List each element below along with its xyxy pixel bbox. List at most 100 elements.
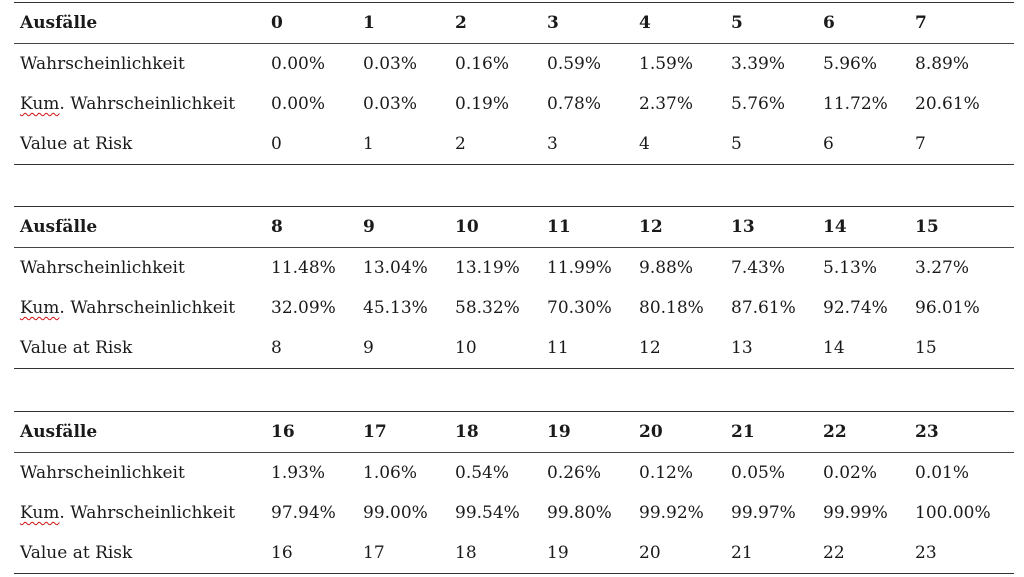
table-cell: 20 xyxy=(639,543,661,563)
spellcheck-word: Kum xyxy=(20,298,60,318)
table-cell: 12 xyxy=(639,217,663,237)
table-cell: 96.01% xyxy=(915,298,980,318)
table-cell: 0.19% xyxy=(455,94,510,114)
table-cell: 23 xyxy=(915,543,937,563)
row-label: Wahrscheinlichkeit xyxy=(20,54,185,74)
cumulative-probability-row: Kum. Wahrscheinlichkeit 97.94% 99.00% 99.54… xyxy=(14,493,1014,533)
table-cell: 12 xyxy=(639,338,661,358)
table-cell: 0.01% xyxy=(915,463,970,483)
table-cell: 100.00% xyxy=(915,503,991,523)
table-cell: 0.02% xyxy=(823,463,878,483)
table-cell: 9 xyxy=(363,338,374,358)
table-cell: 0.03% xyxy=(363,54,418,74)
table-cell: 10 xyxy=(455,338,477,358)
table-cell: 17 xyxy=(363,543,385,563)
table-cell: 0.12% xyxy=(639,463,694,483)
table-cell: 0.03% xyxy=(363,94,418,114)
table-cell: 99.92% xyxy=(639,503,704,523)
table-cell: 19 xyxy=(547,543,569,563)
table-cell: 2 xyxy=(455,13,467,33)
table-cell: 0.78% xyxy=(547,94,602,114)
row-label: Ausfälle xyxy=(20,422,98,442)
table-cell: 0.54% xyxy=(455,463,510,483)
table-cell: 14 xyxy=(823,338,845,358)
probability-row: Wahrscheinlichkeit 11.48% 13.04% 13.19% 11.9… xyxy=(14,248,1014,288)
table-cell: 0.00% xyxy=(271,54,326,74)
table-cell: 22 xyxy=(823,422,847,442)
table-cell: 5.13% xyxy=(823,258,878,278)
table-cell: 8.89% xyxy=(915,54,970,74)
header-row: Ausfälle 8 9 10 11 12 13 14 15 xyxy=(14,207,1014,248)
table-cell: 7.43% xyxy=(731,258,786,278)
row-label: Ausfälle xyxy=(20,13,98,33)
table-cell: 0 xyxy=(271,134,282,154)
table-cell: 0.00% xyxy=(271,94,326,114)
table-cell: 80.18% xyxy=(639,298,704,318)
row-label: Value at Risk xyxy=(20,338,133,358)
table-cell: 16 xyxy=(271,422,295,442)
table-cell: 2.37% xyxy=(639,94,694,114)
table-cell: 5 xyxy=(731,134,742,154)
table-cell: 1.06% xyxy=(363,463,418,483)
table-cell: 21 xyxy=(731,543,753,563)
spellcheck-word: Kum xyxy=(20,503,60,523)
table-cell: 13.04% xyxy=(363,258,428,278)
table-cell: 21 xyxy=(731,422,755,442)
row-label: Kum. Wahrscheinlichkeit xyxy=(14,298,271,318)
table-cell: 3.39% xyxy=(731,54,786,74)
table-cell: 9.88% xyxy=(639,258,694,278)
table-cell: 3 xyxy=(547,13,559,33)
table-cell: 8 xyxy=(271,217,283,237)
table-cell: 6 xyxy=(823,134,834,154)
table-cell: 22 xyxy=(823,543,845,563)
table-cell: 10 xyxy=(455,217,479,237)
row-label-text: . Wahrscheinlichkeit xyxy=(59,503,236,523)
cumulative-probability-row: Kum. Wahrscheinlichkeit 0.00% 0.03% 0.19% 0.… xyxy=(14,84,1014,124)
table-cell: 99.97% xyxy=(731,503,796,523)
table-cell: 97.94% xyxy=(271,503,336,523)
row-label: Kum. Wahrscheinlichkeit xyxy=(14,94,271,114)
table-cell: 5.76% xyxy=(731,94,786,114)
table-cell: 92.74% xyxy=(823,298,888,318)
table-cell: 15 xyxy=(915,338,937,358)
table-cell: 9 xyxy=(363,217,375,237)
table-cell: 0.59% xyxy=(547,54,602,74)
table-cell: 20.61% xyxy=(915,94,980,114)
row-label-text: . Wahrscheinlichkeit xyxy=(59,94,236,114)
table-cell: 1.93% xyxy=(271,463,326,483)
table-cell: 2 xyxy=(455,134,466,154)
header-row: Ausfälle 0 1 2 3 4 5 6 7 xyxy=(14,3,1014,44)
table-cell: 1 xyxy=(363,134,374,154)
table-cell: 45.13% xyxy=(363,298,428,318)
row-label: Value at Risk xyxy=(20,543,133,563)
probability-row: Wahrscheinlichkeit 1.93% 1.06% 0.54% 0.26% 0.… xyxy=(14,453,1014,493)
table-cell: 1 xyxy=(363,13,375,33)
table-cell: 0.26% xyxy=(547,463,602,483)
row-label-text: . Wahrscheinlichkeit xyxy=(59,298,236,318)
table-cell: 23 xyxy=(915,422,939,442)
spellcheck-word: Kum xyxy=(20,94,60,114)
table-cell: 99.80% xyxy=(547,503,612,523)
row-label: Value at Risk xyxy=(20,134,133,154)
table-cell: 15 xyxy=(915,217,939,237)
table-cell: 18 xyxy=(455,543,477,563)
table-cell: 3.27% xyxy=(915,258,970,278)
table-cell: 5 xyxy=(731,13,743,33)
table-cell: 87.61% xyxy=(731,298,796,318)
table-cell: 14 xyxy=(823,217,847,237)
row-label: Kum. Wahrscheinlichkeit xyxy=(14,503,271,523)
table-cell: 18 xyxy=(455,422,479,442)
value-at-risk-row: Value at Risk 0 1 2 3 4 5 6 7 xyxy=(14,124,1014,164)
table-cell: 19 xyxy=(547,422,571,442)
table-cell: 4 xyxy=(639,134,650,154)
header-row: Ausfälle 16 17 18 19 20 21 22 23 xyxy=(14,412,1014,453)
table-cell: 11 xyxy=(547,217,571,237)
row-label: Wahrscheinlichkeit xyxy=(20,463,185,483)
probability-row: Wahrscheinlichkeit 0.00% 0.03% 0.16% 0.59% 1.… xyxy=(14,44,1014,84)
table-cell: 7 xyxy=(915,134,926,154)
table-cell: 13.19% xyxy=(455,258,520,278)
loss-table-2: Ausfälle 8 9 10 11 12 13 14 15 Wahrscheinlichkeit… xyxy=(14,206,1014,369)
table-cell: 13 xyxy=(731,338,753,358)
table-cell: 1.59% xyxy=(639,54,694,74)
table-cell: 17 xyxy=(363,422,387,442)
